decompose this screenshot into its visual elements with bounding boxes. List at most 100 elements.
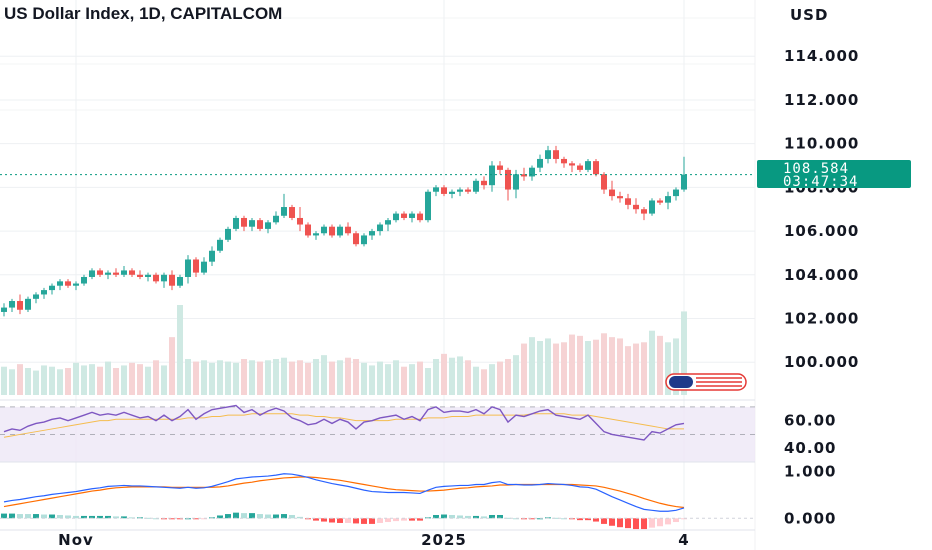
- candlestick[interactable]: [353, 231, 359, 247]
- candle-body: [321, 226, 327, 234]
- candlestick[interactable]: [257, 217, 263, 232]
- candlestick[interactable]: [313, 231, 319, 240]
- candlestick[interactable]: [481, 176, 487, 190]
- candlestick[interactable]: [665, 191, 671, 210]
- time-axis[interactable]: Nov 2025 4: [0, 529, 755, 549]
- candlestick[interactable]: [633, 198, 639, 214]
- candlestick[interactable]: [521, 167, 527, 181]
- candlestick[interactable]: [657, 198, 663, 205]
- candlestick[interactable]: [361, 233, 367, 247]
- candlestick[interactable]: [201, 257, 207, 275]
- candlestick[interactable]: [297, 207, 303, 232]
- candlestick[interactable]: [209, 246, 215, 267]
- candlestick[interactable]: [569, 161, 575, 173]
- last-price-value: 108.584: [783, 161, 849, 177]
- candlestick[interactable]: [649, 198, 655, 216]
- candlestick[interactable]: [129, 268, 135, 277]
- candlestick[interactable]: [377, 222, 383, 236]
- candlesticks[interactable]: [1, 145, 687, 317]
- candlestick[interactable]: [65, 279, 71, 288]
- candlestick[interactable]: [401, 211, 407, 221]
- candlestick[interactable]: [601, 172, 607, 194]
- candlestick[interactable]: [273, 211, 279, 225]
- candlestick[interactable]: [457, 187, 463, 197]
- candlestick[interactable]: [97, 268, 103, 277]
- candle-body: [265, 222, 271, 229]
- candlestick[interactable]: [193, 257, 199, 277]
- candlestick[interactable]: [553, 145, 559, 164]
- candlestick[interactable]: [113, 268, 119, 277]
- candlestick[interactable]: [545, 145, 551, 164]
- candlestick[interactable]: [145, 272, 151, 282]
- candlestick[interactable]: [33, 292, 39, 304]
- candlestick[interactable]: [337, 224, 343, 238]
- candlestick[interactable]: [561, 156, 567, 168]
- candlestick[interactable]: [433, 185, 439, 197]
- candlestick[interactable]: [17, 294, 23, 315]
- candlestick[interactable]: [185, 255, 191, 284]
- candlestick[interactable]: [345, 222, 351, 236]
- candlestick[interactable]: [121, 266, 127, 277]
- candlestick[interactable]: [249, 217, 255, 232]
- candlestick[interactable]: [73, 281, 79, 291]
- candlestick[interactable]: [25, 296, 31, 312]
- candlestick[interactable]: [329, 224, 335, 238]
- candlestick[interactable]: [153, 272, 159, 284]
- candlestick[interactable]: [9, 298, 15, 312]
- candlestick[interactable]: [233, 215, 239, 232]
- macd-scale[interactable]: 1.000 0.000: [784, 462, 836, 527]
- candlestick[interactable]: [321, 224, 327, 236]
- rsi-scale[interactable]: 60.00 40.00: [784, 412, 836, 458]
- candlestick[interactable]: [161, 272, 167, 288]
- candlestick[interactable]: [225, 226, 231, 243]
- price-scale[interactable]: 114.000112.000110.000108.000106.000104.0…: [784, 47, 859, 371]
- candlestick[interactable]: [265, 220, 271, 234]
- candlestick[interactable]: [673, 187, 679, 201]
- candlestick[interactable]: [417, 211, 423, 223]
- candlestick[interactable]: [593, 158, 599, 177]
- candlestick[interactable]: [497, 161, 503, 175]
- candlestick[interactable]: [169, 270, 175, 291]
- candlestick[interactable]: [465, 187, 471, 194]
- candlestick[interactable]: [409, 211, 415, 223]
- candlestick[interactable]: [449, 189, 455, 199]
- candlestick[interactable]: [529, 165, 535, 181]
- candlestick[interactable]: [105, 270, 111, 280]
- candlestick[interactable]: [281, 193, 287, 218]
- macd-histogram-bar: [97, 515, 103, 519]
- candlestick[interactable]: [41, 287, 47, 299]
- candlestick[interactable]: [425, 189, 431, 223]
- candlestick[interactable]: [217, 237, 223, 253]
- candlestick[interactable]: [585, 158, 591, 173]
- candlestick[interactable]: [305, 222, 311, 238]
- candlestick[interactable]: [473, 178, 479, 194]
- candlestick[interactable]: [241, 215, 247, 232]
- candlestick[interactable]: [49, 283, 55, 295]
- candlestick[interactable]: [577, 163, 583, 173]
- candlestick[interactable]: [57, 279, 63, 291]
- candlestick[interactable]: [625, 193, 631, 210]
- candlestick[interactable]: [385, 217, 391, 232]
- rsi-pane[interactable]: [0, 399, 755, 463]
- candlestick[interactable]: [641, 207, 647, 221]
- candlestick[interactable]: [369, 228, 375, 240]
- candlestick[interactable]: [89, 268, 95, 280]
- candlestick[interactable]: [505, 167, 511, 201]
- candlestick[interactable]: [393, 211, 399, 223]
- candlestick[interactable]: [489, 161, 495, 192]
- candle-body: [313, 233, 319, 236]
- candlestick[interactable]: [681, 156, 687, 192]
- candlestick[interactable]: [177, 274, 183, 288]
- volume-bar: [41, 365, 47, 395]
- candle-body: [417, 213, 423, 221]
- candlestick[interactable]: [289, 204, 295, 221]
- candlestick[interactable]: [441, 185, 447, 197]
- candlestick[interactable]: [537, 154, 543, 173]
- candlestick[interactable]: [617, 191, 623, 203]
- candlestick[interactable]: [609, 180, 615, 201]
- macd-pane[interactable]: [0, 461, 755, 530]
- candlestick[interactable]: [1, 303, 7, 317]
- candlestick[interactable]: [81, 274, 87, 286]
- candlestick[interactable]: [137, 270, 143, 280]
